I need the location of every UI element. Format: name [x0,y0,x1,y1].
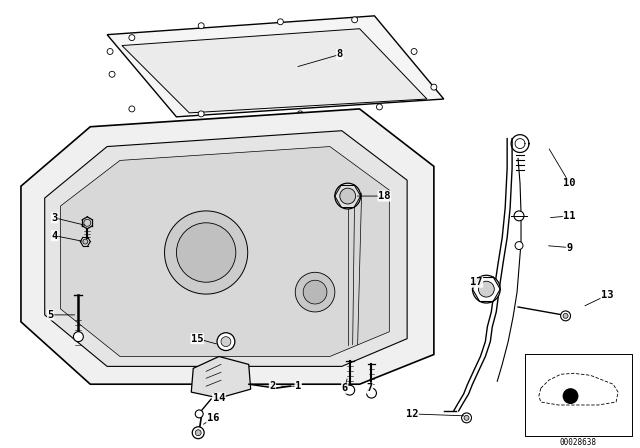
Circle shape [217,333,235,350]
Polygon shape [191,357,251,398]
Text: 16: 16 [207,413,220,423]
Text: 1: 1 [295,381,301,391]
Circle shape [297,111,303,117]
Circle shape [514,211,524,221]
Circle shape [198,111,204,117]
Circle shape [340,188,356,204]
Text: 5: 5 [47,310,54,320]
Circle shape [411,48,417,55]
Text: 14: 14 [212,393,225,403]
Circle shape [129,34,135,41]
Text: 12: 12 [406,409,419,419]
Circle shape [461,413,472,423]
Text: 17: 17 [470,277,483,287]
Text: 11: 11 [563,211,576,221]
Circle shape [303,280,327,304]
Polygon shape [21,109,434,384]
Circle shape [295,272,335,312]
Circle shape [164,211,248,294]
Polygon shape [107,16,444,117]
Circle shape [376,104,382,110]
Circle shape [84,220,91,226]
Circle shape [83,239,88,244]
Polygon shape [45,131,407,366]
Text: 00028638: 00028638 [560,438,597,447]
Circle shape [563,388,579,404]
Circle shape [129,106,135,112]
Circle shape [195,430,201,436]
Circle shape [198,23,204,29]
Circle shape [345,385,355,395]
Circle shape [472,275,500,303]
Circle shape [335,183,360,209]
Circle shape [367,388,376,398]
Circle shape [515,241,523,250]
Text: 10: 10 [563,178,576,188]
Circle shape [464,415,469,420]
Circle shape [352,17,358,23]
Text: 8: 8 [337,49,343,60]
Circle shape [107,48,113,55]
Polygon shape [122,29,427,113]
Circle shape [479,281,494,297]
Text: 18: 18 [378,191,390,201]
Circle shape [563,314,568,319]
Circle shape [109,71,115,77]
Circle shape [74,332,83,342]
Circle shape [177,223,236,282]
Circle shape [195,410,203,418]
Text: 3: 3 [51,213,58,223]
Text: 9: 9 [566,242,573,253]
Circle shape [221,337,231,347]
Text: 4: 4 [51,231,58,241]
Circle shape [561,311,570,321]
Polygon shape [61,146,389,357]
Circle shape [277,19,284,25]
Text: 15: 15 [191,334,204,344]
Text: 6: 6 [342,383,348,393]
Circle shape [431,84,437,90]
Text: 7: 7 [366,383,372,393]
Text: 2: 2 [269,381,276,391]
Text: 13: 13 [601,290,613,300]
Circle shape [192,427,204,439]
